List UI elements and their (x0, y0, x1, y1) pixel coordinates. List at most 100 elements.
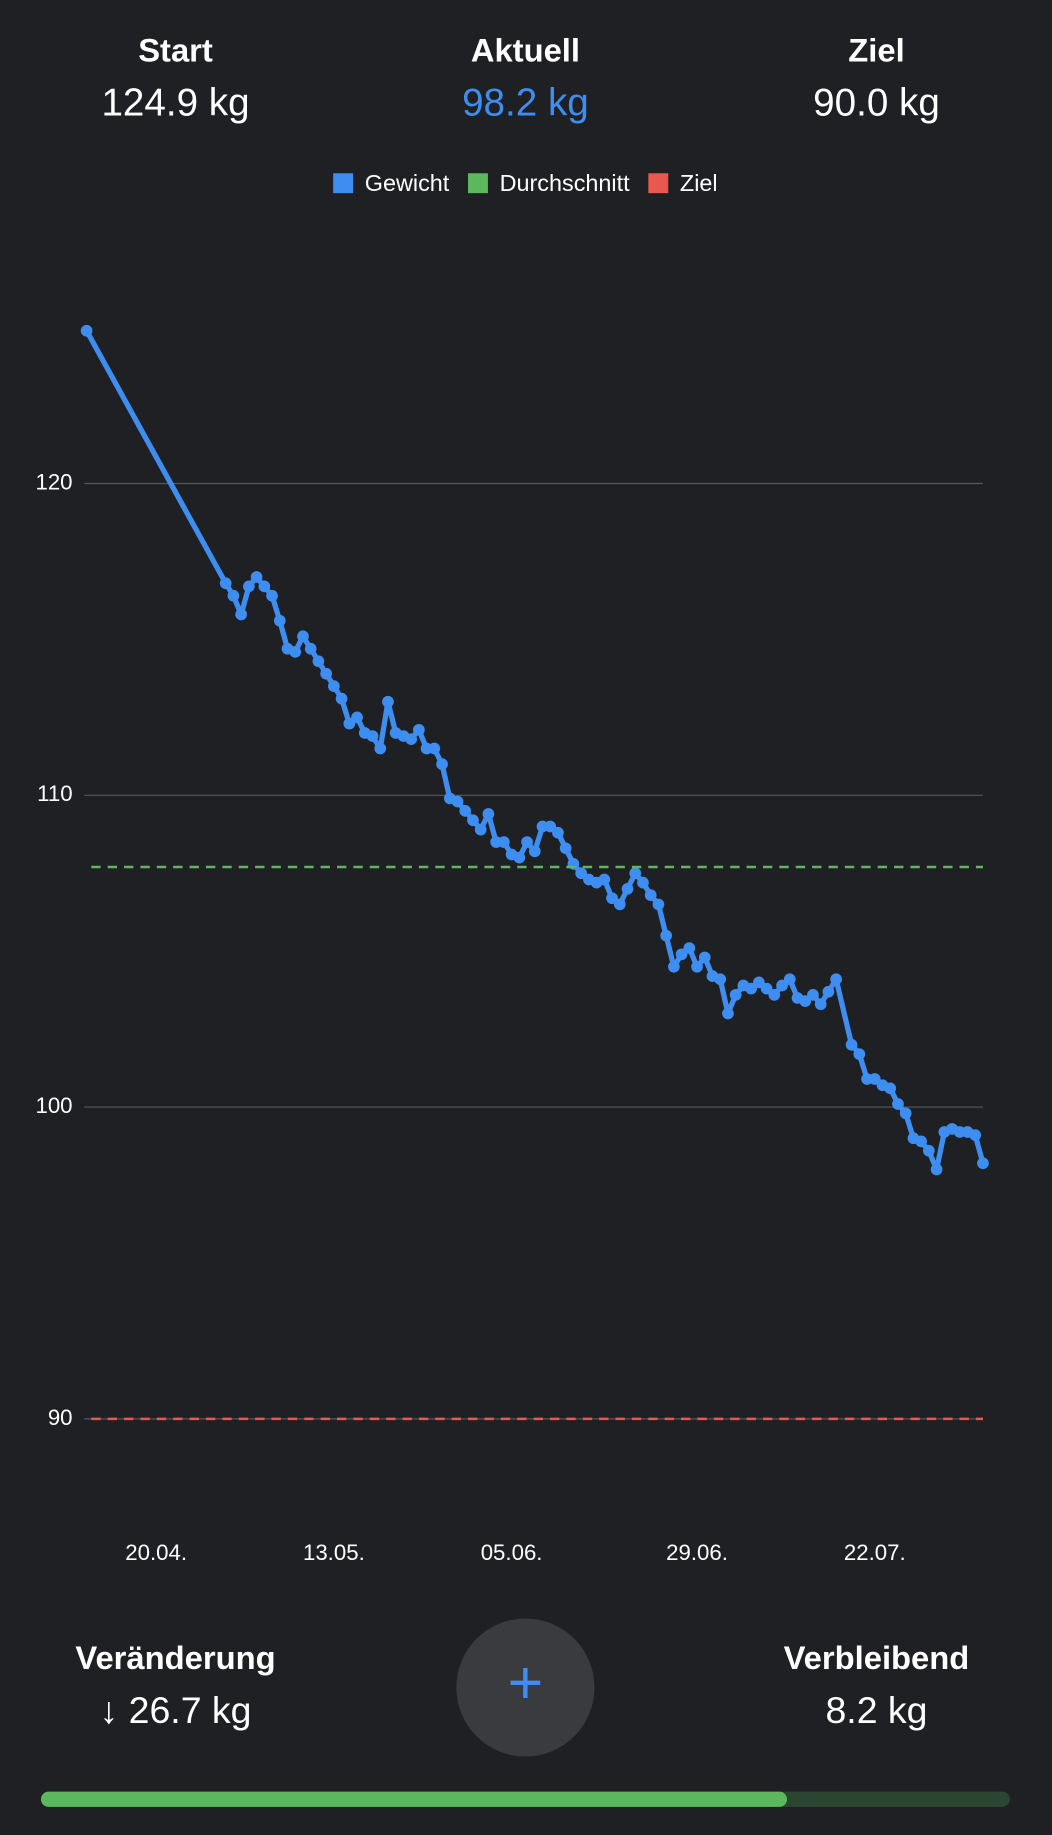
legend-swatch (648, 173, 669, 194)
weight-chart: 90 100 110 120 20.04. 13.05. 05.06. 29.06. 22.07… (35, 170, 989, 1565)
y-tick-label: 100 (35, 1093, 72, 1118)
weight-point (783, 973, 796, 986)
weight-point (304, 642, 317, 655)
legend-swatch (468, 173, 488, 194)
legend-label: Durchschnitt (500, 170, 630, 196)
weight-point (899, 1107, 912, 1120)
weight-point (374, 742, 387, 755)
weight-point (830, 973, 842, 986)
weight-point (297, 630, 309, 643)
legend-label: Ziel (680, 170, 718, 196)
weight-point (80, 324, 93, 337)
stat-value: 98.2 kg (462, 82, 589, 125)
y-tick-label: 90 (48, 1405, 73, 1430)
weight-point (428, 742, 441, 755)
y-tick-label: 110 (37, 781, 72, 806)
weight-point (923, 1144, 935, 1157)
weight-point (977, 1157, 989, 1170)
weight-point (451, 795, 464, 808)
weight-point (845, 1038, 858, 1051)
weight-point (621, 882, 634, 895)
weight-point (528, 845, 541, 858)
add-button-circle[interactable] (456, 1618, 595, 1757)
progress-fill (40, 1791, 788, 1807)
weight-point (930, 1163, 943, 1176)
weight-point (436, 758, 448, 770)
x-tick-label: 22.07. (844, 1540, 906, 1565)
weight-point (807, 988, 819, 1001)
weight-point (722, 1007, 734, 1020)
weight-point (219, 577, 232, 590)
weight-point (250, 571, 263, 583)
weight-point (668, 960, 680, 973)
add-button[interactable]: + (456, 1618, 595, 1757)
stat-label: Start (138, 31, 213, 68)
weight-point (405, 733, 417, 746)
weight-point (613, 898, 626, 911)
weight-point (513, 851, 526, 864)
x-tick-label: 13.05. (303, 1540, 365, 1565)
weight-point (382, 695, 394, 708)
weight-point (521, 836, 533, 848)
weight-point (235, 608, 247, 621)
y-tick-label: 120 (35, 469, 72, 494)
weight-point (498, 836, 510, 848)
x-tick-label: 29.06. (666, 1540, 728, 1565)
weight-point (768, 988, 781, 1001)
stat-label: Ziel (848, 31, 904, 68)
stat-value: 124.9 kg (101, 82, 249, 125)
weight-point (266, 589, 278, 602)
weight-point (644, 889, 657, 901)
legend-swatch (333, 173, 354, 194)
weight-point (258, 580, 271, 593)
weight-point (243, 580, 255, 593)
weight-point (729, 988, 742, 1001)
weight-point (884, 1082, 897, 1095)
weight-point (822, 985, 835, 998)
stat-label: Aktuell (471, 31, 580, 68)
weight-point (467, 814, 479, 827)
weight-point (915, 1135, 927, 1148)
legend: Gewicht Durchschnitt Ziel (333, 170, 718, 196)
weight-point (853, 1048, 866, 1060)
weight-point (273, 614, 286, 627)
change-label: Veränderung (75, 1639, 275, 1676)
weight-point (366, 730, 379, 742)
weight-point (652, 898, 665, 911)
weight-point (698, 951, 711, 964)
change-value: ↓ 26.7 kg (100, 1689, 252, 1731)
weight-point (714, 973, 727, 986)
weight-point (413, 723, 425, 736)
weight-point (683, 942, 696, 954)
weight-point (660, 929, 672, 942)
add-button-icon[interactable]: + (508, 1649, 544, 1717)
weight-point (474, 823, 487, 836)
weight-point (482, 808, 495, 820)
weight-point (892, 1098, 904, 1110)
weight-point (227, 589, 240, 602)
weight-point (552, 826, 564, 839)
weight-point (320, 667, 332, 680)
weight-point (351, 711, 363, 724)
weight-point (459, 805, 472, 817)
legend-label: Gewicht (365, 170, 450, 196)
weight-point (312, 655, 325, 668)
weight-point (328, 680, 340, 693)
x-tick-label: 20.04. (125, 1540, 187, 1565)
weight-point (814, 998, 827, 1011)
weight-point (691, 960, 703, 973)
weight-point (637, 876, 649, 889)
weight-point (559, 842, 572, 855)
weight-point (335, 692, 348, 705)
weight-point (629, 867, 642, 880)
weight-point (969, 1129, 982, 1142)
x-tick-label: 05.06. (481, 1540, 543, 1565)
remaining-label: Verbleibend (784, 1639, 970, 1676)
stat-value: 90.0 kg (813, 82, 940, 125)
weight-point (289, 646, 302, 658)
weight-point (598, 873, 611, 886)
remaining-value: 8.2 kg (825, 1689, 927, 1731)
